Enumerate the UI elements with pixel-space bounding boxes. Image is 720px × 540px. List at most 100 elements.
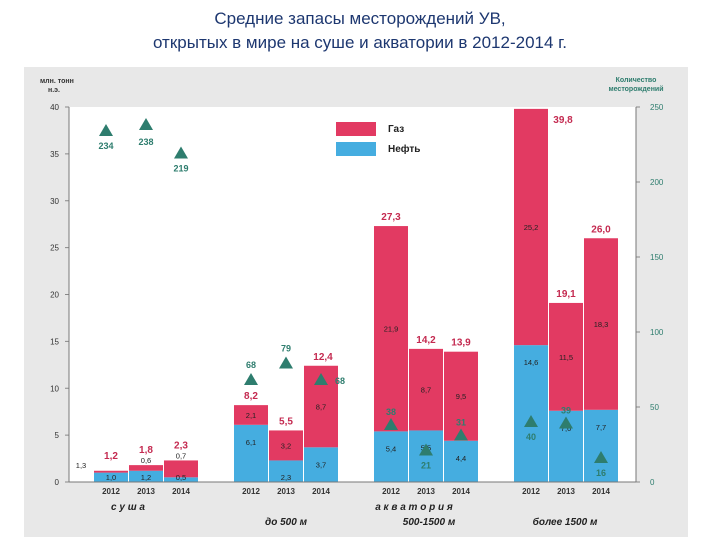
x-tick-label: 2014 [312,487,330,496]
oil-value-label: 2,3 [281,473,291,482]
count-marker [594,451,608,463]
total-value-label: 19,1 [556,289,576,300]
oil-value-label: 6,1 [246,438,256,447]
y2-tick-label: 250 [650,103,664,112]
bar-oil [584,409,618,482]
y-tick-label: 35 [50,150,59,159]
oil-value-label: 5,4 [386,444,396,453]
oil-value-label: 0,5 [176,473,186,482]
bar-oil [514,345,548,482]
bar-oil [374,431,408,482]
legend-swatch-oil [336,142,376,156]
x-tick-label: 2013 [137,487,155,496]
x-tick-label: 2012 [242,487,260,496]
group-label-land: с у ш а [111,502,145,513]
x-tick-label: 2012 [522,487,540,496]
y2-tick-label: 100 [650,328,664,337]
legend-swatch-gas [336,122,376,136]
gas-value-label: 18,3 [594,320,609,329]
bar-oil [234,424,268,482]
oil-value-label: 1,2 [141,473,151,482]
bar-gas [549,302,583,411]
oil-value-label: 3,7 [316,460,326,469]
bar-gas [584,238,618,410]
bar-oil [269,460,303,482]
group-label-mid: 500-1500 м [403,517,456,528]
total-value-label: 27,3 [381,212,401,223]
count-value-label: 219 [173,164,188,174]
bar-oil [129,470,163,482]
count-marker [139,118,153,130]
gas-value-label: 2,1 [246,411,256,420]
y-tick-label: 0 [55,478,60,487]
oil-value-label: 4,4 [456,454,466,463]
count-marker [454,428,468,441]
chart-panel: 0 5 10 15 20 25 30 35 40 0 50 100 150 200 250 млн. тонн… [24,67,688,537]
count-value-label: 79 [281,344,291,354]
bar-gas [94,470,128,473]
x-tick-label: 2013 [277,487,295,496]
count-marker [419,443,433,456]
page-title-line-2: открытых в мире на суше и акватории в 20… [152,33,568,52]
legend-label-oil: Нефть [388,143,420,155]
page-title-line-1: Средние запасы месторождений УВ, [214,9,506,28]
gas-value-label: 11,5 [559,353,573,362]
bar-gas [409,348,443,431]
extra-value-label: 1,3 [76,461,86,470]
bar-gas [164,460,198,478]
count-value-label: 68 [246,360,256,370]
group-label-deep: более 1500 м [533,516,598,528]
count-marker [174,146,188,159]
x-tick-label: 2014 [172,487,190,496]
total-value-label: 39,8 [553,115,573,126]
y2-axis-title-2: месторождений [608,85,663,93]
gas-value-label: 3,2 [281,441,291,450]
y2-tick-label: 0 [650,478,655,487]
group-label-offshore: а к в а т о р и я [375,502,453,513]
count-marker [279,356,293,369]
count-value-label: 39 [561,406,571,416]
count-value-label: 21 [421,461,431,471]
x-tick-label: 2012 [102,487,120,496]
bar-gas [374,226,408,432]
gas-value-label: 21,9 [384,325,399,334]
y2-tick-label: 50 [650,403,659,412]
bar-oil [409,430,443,482]
oil-value-label: 7,7 [596,423,606,432]
x-tick-label: 2013 [557,487,575,496]
y2-axis-title: Количество [616,77,657,84]
y2-tick-label: 150 [650,253,664,262]
count-value-label: 31 [456,418,466,428]
count-marker [384,418,398,430]
bar-gas [269,430,303,461]
y-tick-label: 10 [50,384,59,393]
legend-label-gas: Газ [388,124,404,135]
x-tick-label: 2014 [452,487,470,496]
count-value-label: 40 [526,432,536,442]
y-tick-label: 40 [50,103,59,112]
total-value-label: 14,2 [416,335,436,346]
total-value-label: 1,8 [139,445,153,456]
total-value-label: 1,2 [104,451,118,462]
bar-oil [94,472,128,482]
bar-gas [514,108,548,346]
x-tick-label: 2013 [417,487,435,496]
oil-value-label: 14,6 [524,358,539,367]
count-value-label: 38 [386,407,396,417]
y2-tick-label: 200 [650,178,664,187]
y-axis-title: млн. тонн [40,78,74,85]
y-axis-title-unit: н.э. [48,87,60,94]
total-value-label: 26,0 [591,224,611,235]
gas-value-label: 8,7 [316,403,326,412]
gas-value-label: 9,5 [456,392,466,401]
total-value-label: 2,3 [174,440,188,451]
count-value-label: 234 [98,141,113,151]
count-value-label: 68 [335,376,345,386]
bar-oil [304,447,338,482]
count-marker [524,415,538,427]
total-value-label: 12,4 [313,352,333,363]
x-tick-label: 2012 [382,487,400,496]
total-value-label: 13,9 [451,338,471,349]
count-value-label: 16 [596,468,606,478]
x-tick-label: 2014 [592,487,610,496]
